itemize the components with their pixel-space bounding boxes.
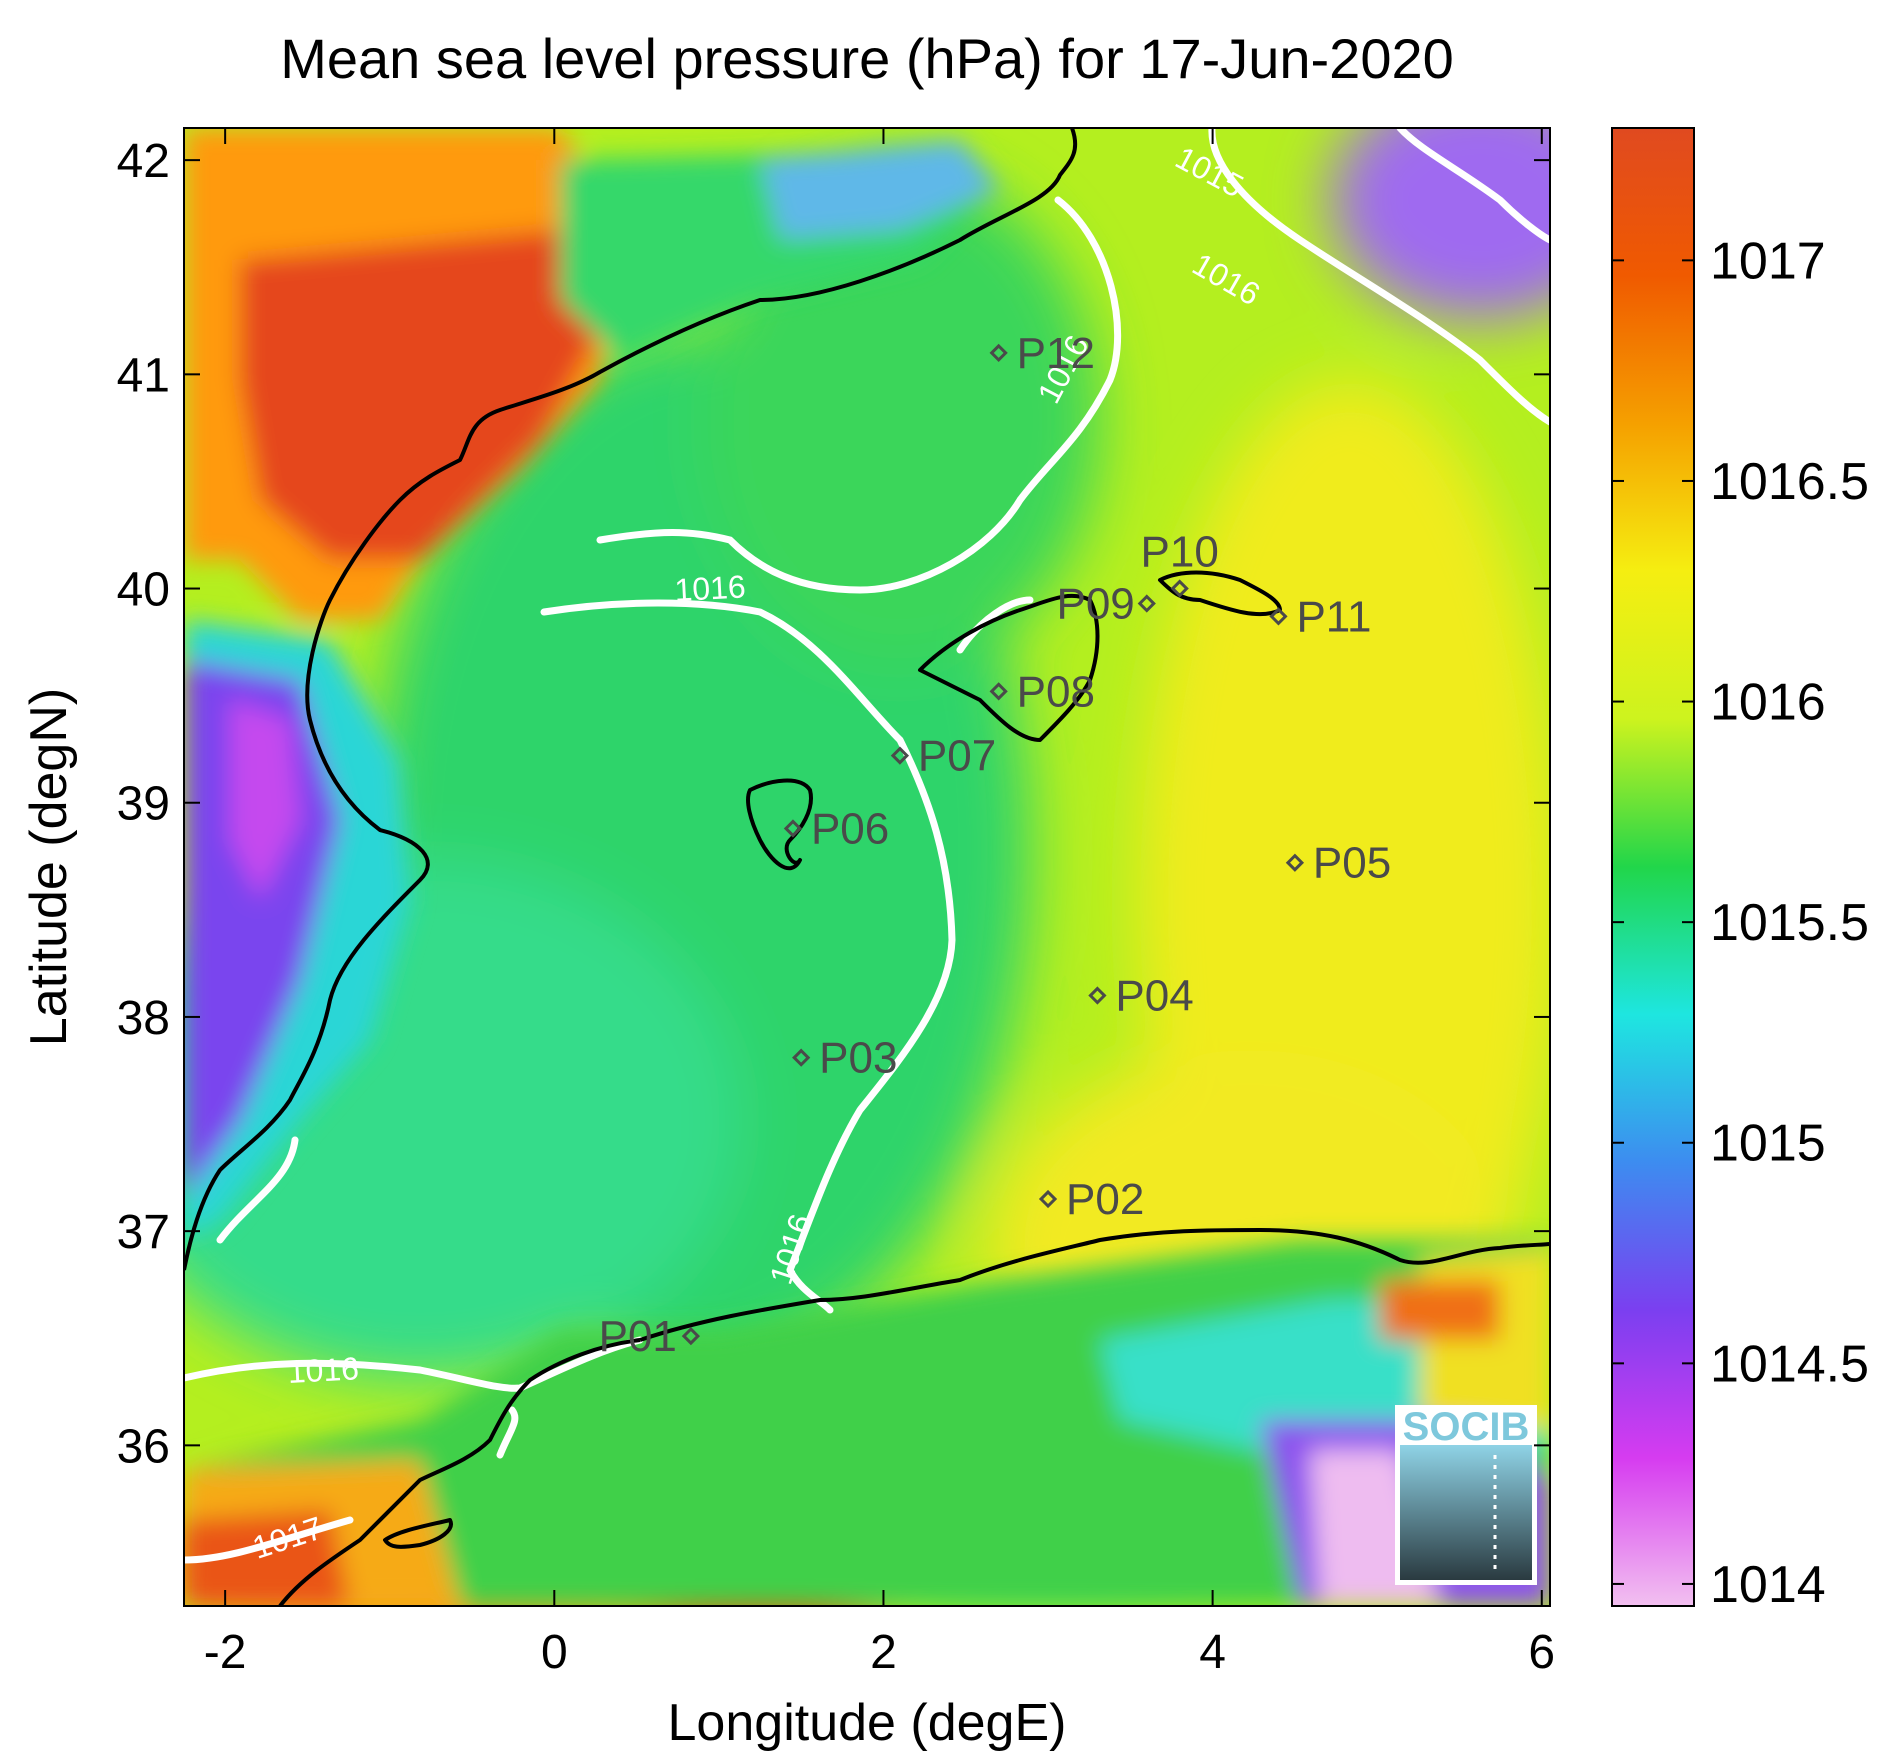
x-axis-title: Longitude (degE) [668, 1694, 1067, 1752]
y-tick-label: 38 [117, 992, 170, 1045]
station-p05[interactable]: P05 [1285, 839, 1391, 888]
station-marker [1038, 1189, 1058, 1209]
socib-logo: SOCIB [1395, 1405, 1537, 1585]
station-label: P08 [1017, 667, 1095, 716]
station-label: P06 [811, 804, 889, 853]
station-marker [1269, 607, 1288, 626]
station-p06[interactable]: P06 [783, 804, 889, 853]
colorbar-tick-label: 1015 [1710, 1115, 1826, 1173]
x-axis-ticks: -2 0 2 4 6 [204, 128, 1555, 1679]
contour-label: 1016 [287, 1350, 360, 1390]
station-label: P02 [1066, 1175, 1144, 1224]
y-tick-label: 40 [117, 564, 170, 617]
contour-label: 1016 [674, 568, 747, 608]
y-tick-label: 36 [117, 1420, 170, 1473]
x-tick-label: 4 [1199, 1626, 1226, 1679]
y-axis-ticks: 36 37 38 39 40 41 42 [117, 135, 1550, 1473]
x-tick-label: 0 [541, 1626, 568, 1679]
station-p07[interactable]: P07 [890, 732, 996, 781]
x-tick-label: 6 [1528, 1626, 1555, 1679]
station-marker [989, 682, 1008, 701]
station-p09[interactable]: P09 [1056, 580, 1156, 629]
station-p11[interactable]: P11 [1269, 592, 1371, 641]
colorbar-tick-label: 1016.5 [1710, 453, 1869, 511]
station-label: P05 [1313, 839, 1391, 888]
logo-text: SOCIB [1403, 1405, 1530, 1449]
station-marker [989, 343, 1008, 363]
station-marker [1285, 853, 1305, 872]
station-label: P10 [1141, 528, 1219, 577]
station-label: P12 [1017, 329, 1095, 378]
station-marker [1170, 579, 1189, 598]
y-tick-label: 41 [117, 349, 170, 402]
colorbar-tick-label: 1014.5 [1710, 1335, 1869, 1393]
colorbar-tick-label: 1014 [1710, 1556, 1826, 1614]
plot-frame [183, 127, 1551, 1607]
station-p04[interactable]: P04 [1088, 972, 1194, 1021]
station-label: P01 [599, 1312, 677, 1361]
station-label: P03 [819, 1034, 897, 1083]
colorbar-tick-label: 1016 [1710, 674, 1826, 732]
station-label: P09 [1056, 580, 1134, 629]
y-axis-title: Latitude (degN) [20, 688, 78, 1046]
plot-title: Mean sea level pressure (hPa) for 17-Jun… [280, 27, 1454, 90]
station-marker [1137, 594, 1156, 613]
station-label: P04 [1115, 972, 1193, 1021]
station-p02[interactable]: P02 [1038, 1175, 1144, 1224]
station-p12[interactable]: P12 [989, 329, 1095, 378]
station-p10[interactable]: P10 [1141, 528, 1219, 598]
station-marker [1088, 986, 1107, 1005]
colorbar-tick-label: 1017 [1710, 232, 1826, 290]
colorbar [1611, 127, 1695, 1607]
station-marker [890, 746, 910, 765]
station-p03[interactable]: P03 [792, 1034, 897, 1083]
station-label: P07 [918, 732, 996, 781]
pressure-field: SOCIB [184, 128, 1550, 1606]
station-marker [792, 1048, 811, 1067]
y-tick-label: 37 [117, 1206, 170, 1259]
x-tick-label: -2 [204, 1626, 247, 1679]
y-tick-label: 42 [117, 135, 170, 188]
x-tick-label: 2 [870, 1626, 897, 1679]
station-p08[interactable]: P08 [989, 667, 1095, 716]
station-p01[interactable]: P01 [599, 1312, 701, 1361]
y-tick-label: 39 [117, 778, 170, 831]
colorbar-ticks: 1014 1014.5 1015 1015.5 1016 1016.5 1017 [1612, 232, 1869, 1614]
station-marker [681, 1326, 701, 1346]
station-marker [783, 819, 803, 838]
colorbar-tick-label: 1015.5 [1710, 894, 1869, 952]
station-label: P11 [1296, 592, 1371, 641]
